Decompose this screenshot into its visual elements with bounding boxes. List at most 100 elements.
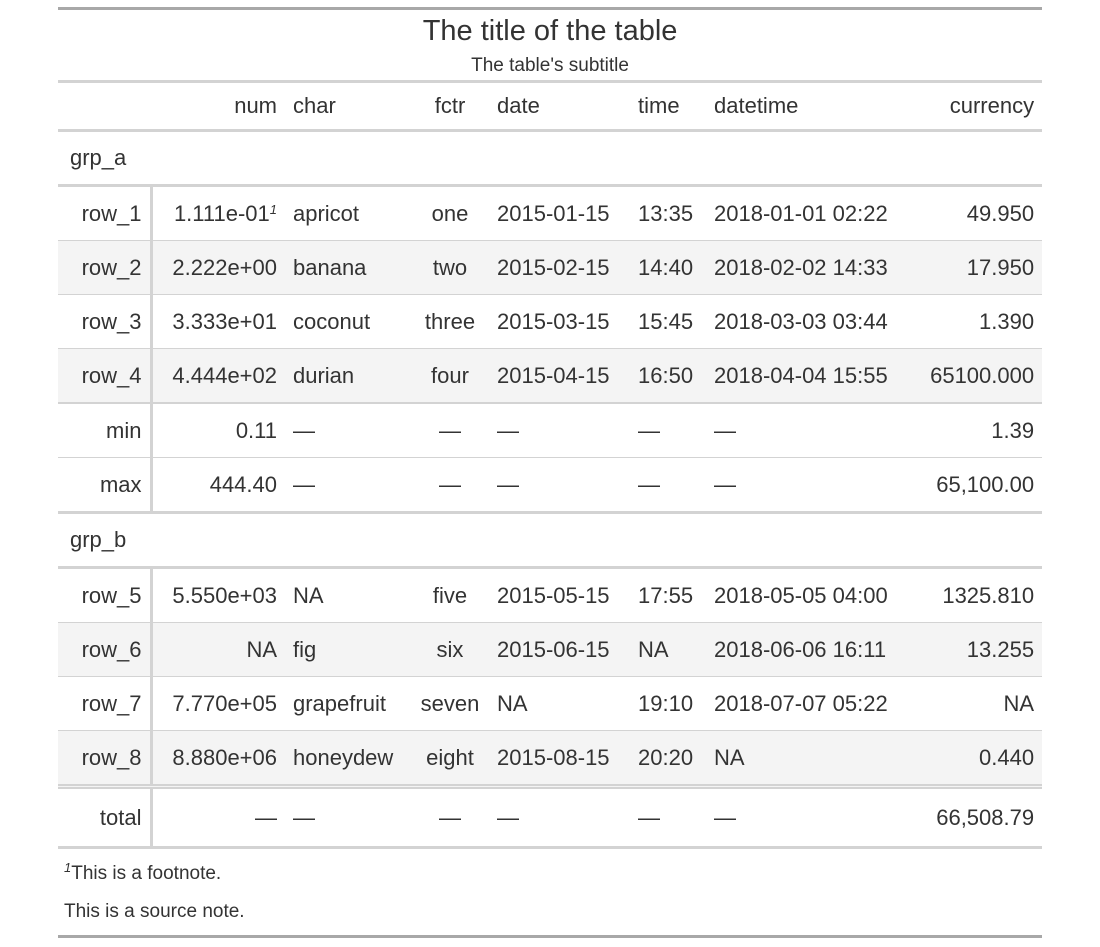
grand-summary-date: — — [489, 784, 630, 849]
column-header-num: num — [151, 81, 285, 132]
cell-num: 8.880e+06 — [151, 730, 285, 787]
summary-currency: 65,100.00 — [914, 457, 1043, 514]
table-row: row_5 5.550e+03 NA five 2015-05-15 17:55… — [58, 567, 1043, 623]
grand-summary-datetime: — — [706, 784, 914, 849]
cell-char: coconut — [285, 294, 411, 349]
cell-datetime: 2018-05-05 04:00 — [706, 567, 914, 623]
cell-date: 2015-08-15 — [489, 730, 630, 787]
cell-char: durian — [285, 348, 411, 404]
summary-currency: 1.39 — [914, 403, 1043, 458]
table-row: row_8 8.880e+06 honeydew eight 2015-08-1… — [58, 730, 1043, 787]
summary-date: — — [489, 457, 630, 514]
cell-time: NA — [630, 622, 706, 677]
column-header-date: date — [489, 81, 630, 132]
source-note: This is a source note. — [64, 901, 245, 922]
footnote-row: 1This is a footnote. — [58, 848, 1042, 894]
cell-date: 2015-05-15 — [489, 567, 630, 623]
summary-num: 444.40 — [151, 457, 285, 514]
summary-row-max: max 444.40 — — — — — 65,100.00 — [58, 457, 1043, 514]
table-row: row_4 4.444e+02 durian four 2015-04-15 1… — [58, 348, 1043, 404]
table-row: row_2 2.222e+00 banana two 2015-02-15 14… — [58, 240, 1043, 295]
column-headings: num char fctr date time datetime currenc… — [58, 81, 1043, 132]
cell-datetime: 2018-01-01 02:22 — [706, 185, 914, 241]
group-heading-row: grp_a — [58, 130, 1043, 187]
grand-summary-char: — — [285, 784, 411, 849]
cell-time: 19:10 — [630, 676, 706, 731]
cell-char: apricot — [285, 185, 411, 241]
cell-time: 15:45 — [630, 294, 706, 349]
summary-label: min — [58, 403, 153, 458]
cell-currency: 17.950 — [914, 240, 1043, 295]
footnote-text: This is a footnote. — [71, 863, 222, 884]
grand-summary-currency: 66,508.79 — [914, 784, 1043, 849]
data-table: The title of the table The table's subti… — [58, 7, 1043, 938]
summary-fctr: — — [411, 457, 489, 514]
cell-date: 2015-04-15 — [489, 348, 630, 404]
table-title: The title of the table — [422, 15, 678, 47]
cell-date: 2015-01-15 — [489, 185, 630, 241]
cell-char: fig — [285, 622, 411, 677]
cell-datetime: 2018-04-04 15:55 — [706, 348, 914, 404]
summary-date: — — [489, 403, 630, 458]
cell-num: 7.770e+05 — [151, 676, 285, 731]
cell-datetime: 2018-07-07 05:22 — [706, 676, 914, 731]
column-header-time: time — [630, 81, 706, 132]
cell-fctr: seven — [411, 676, 489, 731]
cell-fctr: eight — [411, 730, 489, 787]
cell-char: honeydew — [285, 730, 411, 787]
footnote-mark: 1 — [269, 201, 277, 217]
group-label: grp_b — [58, 512, 1043, 569]
cell-date: 2015-02-15 — [489, 240, 630, 295]
cell-currency: 65100.000 — [914, 348, 1043, 404]
table-row: row_3 3.333e+01 coconut three 2015-03-15… — [58, 294, 1043, 349]
grand-summary-time: — — [630, 784, 706, 849]
cell-char: NA — [285, 567, 411, 623]
cell-datetime: 2018-02-02 14:33 — [706, 240, 914, 295]
grand-summary-num: — — [151, 784, 285, 849]
cell-char: grapefruit — [285, 676, 411, 731]
cell-num: 3.333e+01 — [151, 294, 285, 349]
group-heading-row: grp_b — [58, 512, 1043, 569]
column-header-stub — [58, 81, 151, 132]
row-label: row_5 — [58, 567, 153, 623]
cell-num: 2.222e+00 — [151, 240, 285, 295]
summary-row-min: min 0.11 — — — — — 1.39 — [58, 403, 1043, 458]
summary-datetime: — — [706, 403, 914, 458]
column-header-datetime: datetime — [706, 81, 914, 132]
cell-date: NA — [489, 676, 630, 731]
cell-date: 2015-03-15 — [489, 294, 630, 349]
cell-currency: 0.440 — [914, 730, 1043, 787]
cell-num: 5.550e+03 — [151, 567, 285, 623]
cell-num: 1.111e-011 — [151, 185, 285, 241]
column-header-fctr: fctr — [411, 81, 489, 132]
cell-fctr: two — [411, 240, 489, 295]
cell-fctr: one — [411, 185, 489, 241]
table-container: The title of the table The table's subti… — [58, 7, 1043, 938]
row-label: row_6 — [58, 622, 153, 677]
cell-fctr: four — [411, 348, 489, 404]
cell-currency: 13.255 — [914, 622, 1043, 677]
row-label: row_3 — [58, 294, 153, 349]
summary-num: 0.11 — [151, 403, 285, 458]
cell-fctr: six — [411, 622, 489, 677]
cell-time: 16:50 — [630, 348, 706, 404]
row-label: row_4 — [58, 348, 153, 404]
cell-currency: 1325.810 — [914, 567, 1043, 623]
summary-label: max — [58, 457, 153, 514]
cell-num: NA — [151, 622, 285, 677]
cell-time: 17:55 — [630, 567, 706, 623]
row-label: row_1 — [58, 185, 153, 241]
cell-fctr: three — [411, 294, 489, 349]
column-header-char: char — [285, 81, 411, 132]
summary-char: — — [285, 457, 411, 514]
table-row: row_6 NA fig six 2015-06-15 NA 2018-06-0… — [58, 622, 1043, 677]
cell-date: 2015-06-15 — [489, 622, 630, 677]
cell-currency: 1.390 — [914, 294, 1043, 349]
cell-datetime: NA — [706, 730, 914, 787]
cell-currency: 49.950 — [914, 185, 1043, 241]
table-row: row_7 7.770e+05 grapefruit seven NA 19:1… — [58, 676, 1043, 731]
cell-char: banana — [285, 240, 411, 295]
source-note-row: This is a source note. — [58, 893, 1042, 937]
summary-time: — — [630, 457, 706, 514]
summary-datetime: — — [706, 457, 914, 514]
